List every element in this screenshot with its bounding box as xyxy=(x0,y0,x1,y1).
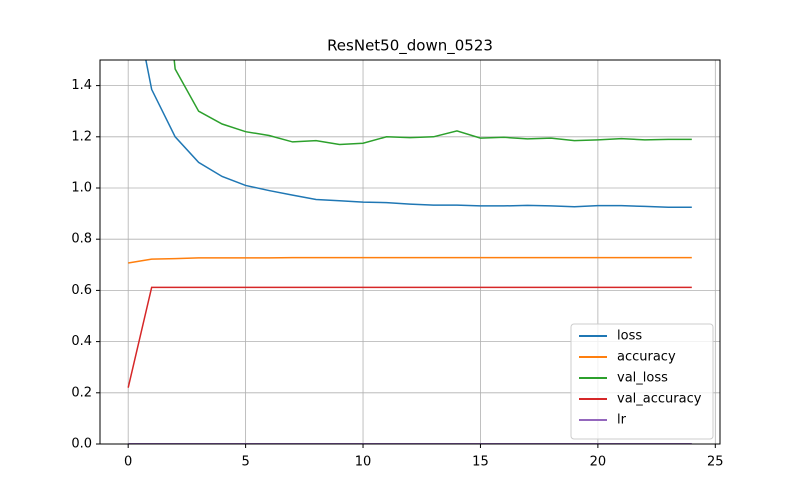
y-tick-label: 0.2 xyxy=(71,385,92,400)
legend-label: val_accuracy xyxy=(617,392,702,407)
series-line xyxy=(173,60,692,146)
y-tick-label: 1.2 xyxy=(71,129,92,144)
series-line xyxy=(128,256,692,264)
y-tick-label: 1.0 xyxy=(71,181,92,196)
x-tick-label: 0 xyxy=(124,455,132,470)
legend-label: loss xyxy=(617,329,642,344)
legend-label: lr xyxy=(617,413,627,428)
series-line xyxy=(127,286,692,388)
x-tick-label: 5 xyxy=(241,455,249,470)
legend-box xyxy=(570,323,714,440)
chart-title: ResNet50_down_0523 xyxy=(327,37,493,56)
y-tick-label: 1.4 xyxy=(71,78,92,93)
x-tick-label: 25 xyxy=(707,455,724,470)
y-tick-label: 0.4 xyxy=(71,334,92,349)
y-tick-label: 0.0 xyxy=(71,437,92,452)
grid xyxy=(100,60,720,445)
x-tick-label: 10 xyxy=(355,455,372,470)
legend-label: accuracy xyxy=(617,350,676,365)
y-tick-label: 0.8 xyxy=(71,232,92,247)
x-tick-label: 20 xyxy=(590,455,607,470)
plot-frame xyxy=(99,59,721,445)
x-tick-label: 15 xyxy=(472,455,489,470)
legend-label: val_loss xyxy=(617,371,668,386)
y-tick-label: 0.6 xyxy=(71,283,92,298)
axes: 0 5 10 15 20 25 0.0 0.2 0.4 0.6 0.8 1.0 1.2 1.4 xyxy=(71,78,723,469)
series-line xyxy=(145,60,692,208)
